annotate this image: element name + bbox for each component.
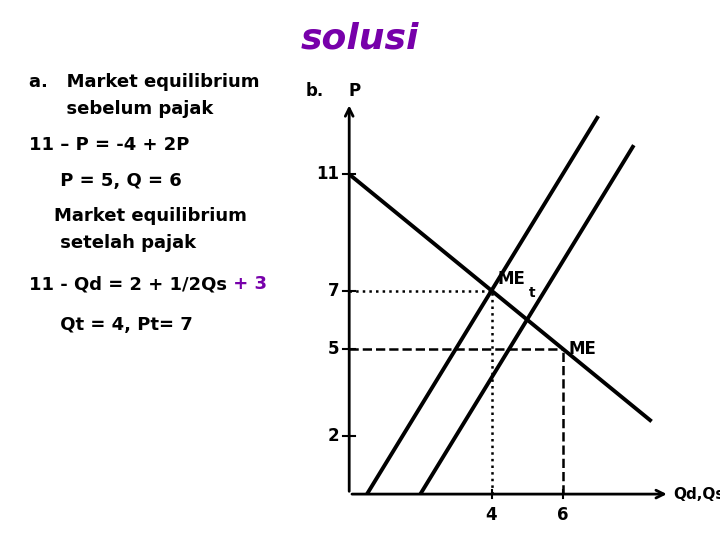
Text: Market equilibrium: Market equilibrium: [29, 207, 247, 225]
Text: Qd,Qs: Qd,Qs: [673, 487, 720, 502]
Text: 11 – P = -4 + 2P: 11 – P = -4 + 2P: [29, 136, 189, 154]
Text: Qt = 4, Pt= 7: Qt = 4, Pt= 7: [29, 316, 192, 334]
Text: t: t: [529, 286, 536, 300]
Text: solusi: solusi: [301, 22, 419, 56]
Text: P: P: [349, 82, 361, 100]
Text: 11: 11: [316, 165, 339, 183]
Text: + 3: + 3: [227, 275, 267, 293]
Text: ME: ME: [498, 270, 525, 288]
Text: 5: 5: [328, 340, 339, 357]
Text: P = 5, Q = 6: P = 5, Q = 6: [29, 172, 181, 190]
Text: 6: 6: [557, 506, 568, 524]
Text: b.: b.: [306, 82, 324, 100]
Text: setelah pajak: setelah pajak: [29, 234, 196, 252]
Text: 11 - Qd = 2 + 1/2Qs: 11 - Qd = 2 + 1/2Qs: [29, 275, 227, 293]
Text: 2: 2: [328, 427, 339, 445]
Text: ME: ME: [568, 340, 596, 357]
Text: sebelum pajak: sebelum pajak: [29, 100, 213, 118]
Text: 4: 4: [486, 506, 498, 524]
Text: 7: 7: [328, 281, 339, 300]
Text: a.   Market equilibrium: a. Market equilibrium: [29, 73, 259, 91]
